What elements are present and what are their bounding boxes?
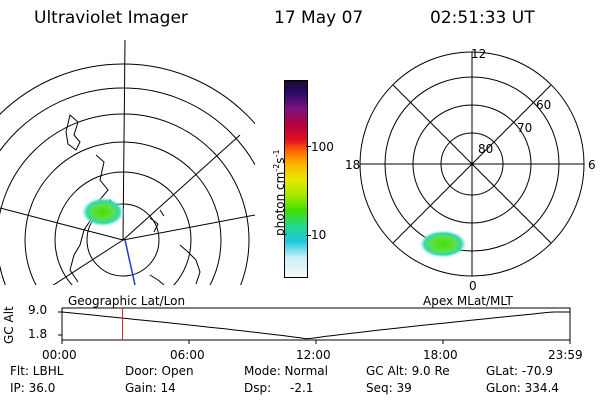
aurora-emission-mag	[419, 230, 467, 258]
colorbar-tick-10: 10	[311, 228, 327, 242]
time-tick-2: 12:00	[296, 348, 331, 362]
gain-info: Gain: 14	[125, 381, 176, 395]
seq-info: Seq: 39	[366, 381, 412, 395]
instrument-title: Ultraviolet Imager	[34, 8, 188, 28]
time-label: 02:51:33 UT	[430, 8, 535, 28]
altitude-curve	[61, 311, 570, 340]
dsp-value: -2.1	[290, 381, 314, 395]
ip-info: IP: 36.0	[10, 381, 56, 395]
mlt-label-0: 0	[469, 279, 477, 293]
mlat-label-60: 60	[536, 98, 551, 112]
mode-info: Mode: Normal	[244, 364, 328, 378]
time-tick-1: 06:00	[170, 348, 205, 362]
alt-tick-low: 1.8	[28, 327, 48, 341]
alt-axis-label: GC Alt	[2, 306, 16, 344]
mlt-label-12: 12	[471, 47, 486, 61]
gc-alt-info: GC Alt: 9.0 Re	[366, 364, 450, 378]
altitude-plot	[58, 307, 571, 344]
colorbar	[284, 80, 308, 278]
mlt-label-18: 18	[345, 158, 360, 172]
mlat-label-80: 80	[478, 142, 493, 156]
geographic-label: Geographic Lat/Lon	[68, 294, 186, 308]
door-info: Door: Open	[125, 364, 194, 378]
glat-info: GLat: -70.9	[486, 364, 553, 378]
satellite-track	[124, 239, 136, 286]
time-tick-0: 00:00	[42, 348, 77, 362]
time-tick-3: 18:00	[423, 348, 458, 362]
dsp-label: Dsp:	[244, 381, 272, 395]
aurora-emission-geo	[81, 197, 125, 227]
apex-label: Apex MLat/MLT	[423, 294, 513, 308]
time-tick-4: 23:59	[548, 348, 583, 362]
geographic-map	[0, 40, 255, 286]
colorbar-tick-100: 100	[311, 140, 334, 154]
glon-info: GLon: 334.4	[486, 381, 559, 395]
alt-tick-high: 9.0	[28, 303, 48, 317]
filter-info: Flt: LBHL	[10, 364, 64, 378]
mlt-label-6: 6	[588, 158, 596, 172]
date-label: 17 May 07	[274, 8, 364, 28]
mlat-label-70: 70	[517, 121, 532, 135]
polar-plot: 12 18 6 0 60 70 80	[345, 47, 596, 293]
